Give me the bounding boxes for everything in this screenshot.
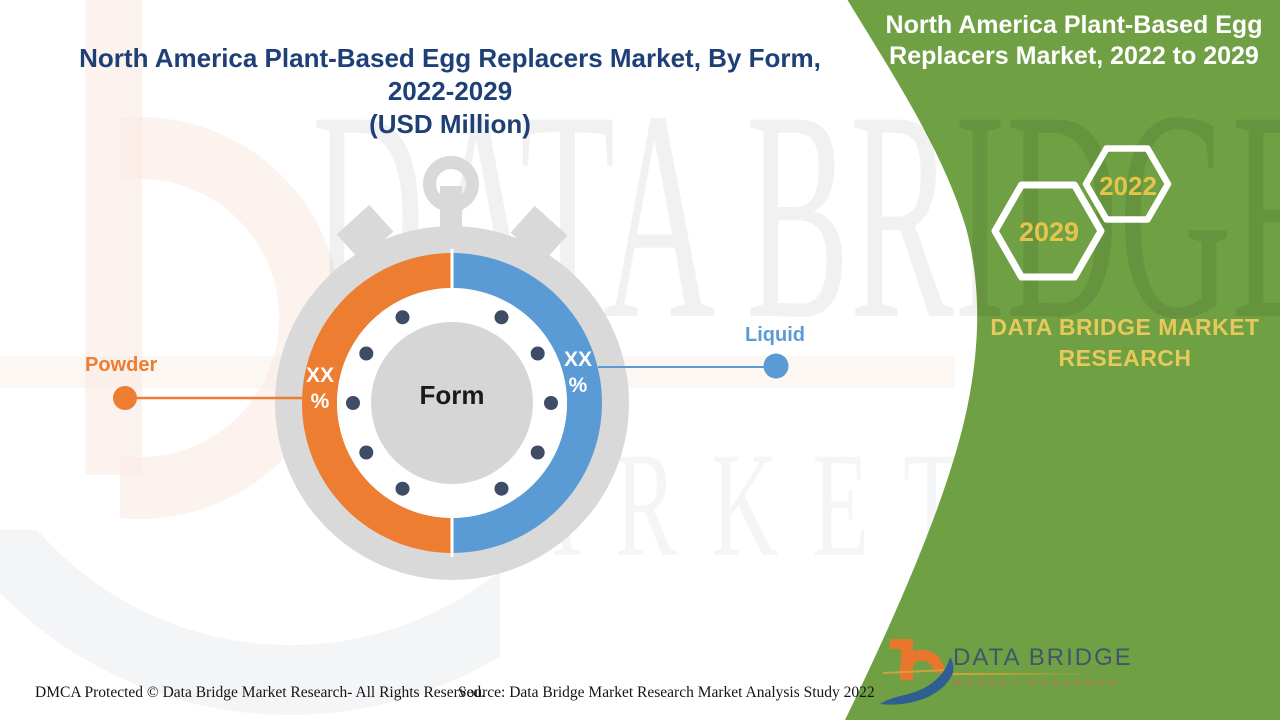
page-title-text: North America Plant-Based Egg Replacers …: [79, 43, 821, 106]
footer-dmca: DMCA Protected © Data Bridge Market Rese…: [35, 684, 485, 701]
stopwatch-stem: [440, 186, 462, 238]
panel-brand-caption: DATA BRIDGE MARKET RESEARCH: [990, 314, 1260, 371]
logo-mark: [880, 639, 954, 705]
green-panel: [845, 0, 1280, 720]
stopwatch-right-button: [510, 205, 568, 263]
powder-marker-dot: [113, 386, 137, 410]
page-title-unit: (USD Million): [369, 109, 531, 139]
dial-center: [371, 322, 533, 484]
page-title: North America Plant-Based Egg Replacers …: [60, 42, 840, 141]
hexagon-2029: [991, 181, 1105, 281]
leader-powder: [113, 386, 302, 410]
logo-tagline-text: MARKET RESEARCH: [954, 678, 1121, 688]
pie-segment-liquid: [452, 253, 602, 553]
liquid-marker-dot: [763, 353, 789, 379]
dial-tick-dots: [346, 310, 558, 496]
hexagon-year-start: 2022: [1099, 171, 1157, 201]
stopwatch-left-button: [336, 204, 394, 262]
legend-label-powder: Powder: [85, 354, 158, 376]
panel-title: North America Plant-Based Egg Replacers …: [885, 11, 1263, 70]
leader-liquid: [598, 353, 789, 379]
year-hexagons: [991, 145, 1172, 281]
value-label-liquid: XX %: [563, 348, 592, 397]
stopwatch-chart: [275, 156, 629, 580]
value-label-powder: XX %: [305, 364, 334, 413]
logo-divider: [953, 673, 1095, 675]
pie-segment-powder: [302, 253, 452, 553]
legend-label-liquid: Liquid: [745, 324, 805, 346]
footer-source: Source: Data Bridge Market Research Mark…: [458, 684, 875, 701]
hexagon-year-end: 2029: [1018, 217, 1080, 247]
hexagon-2022: [1082, 145, 1172, 223]
chart-center-label: Form: [419, 380, 485, 410]
logo-brand-text: DATA BRIDGE: [953, 644, 1133, 671]
